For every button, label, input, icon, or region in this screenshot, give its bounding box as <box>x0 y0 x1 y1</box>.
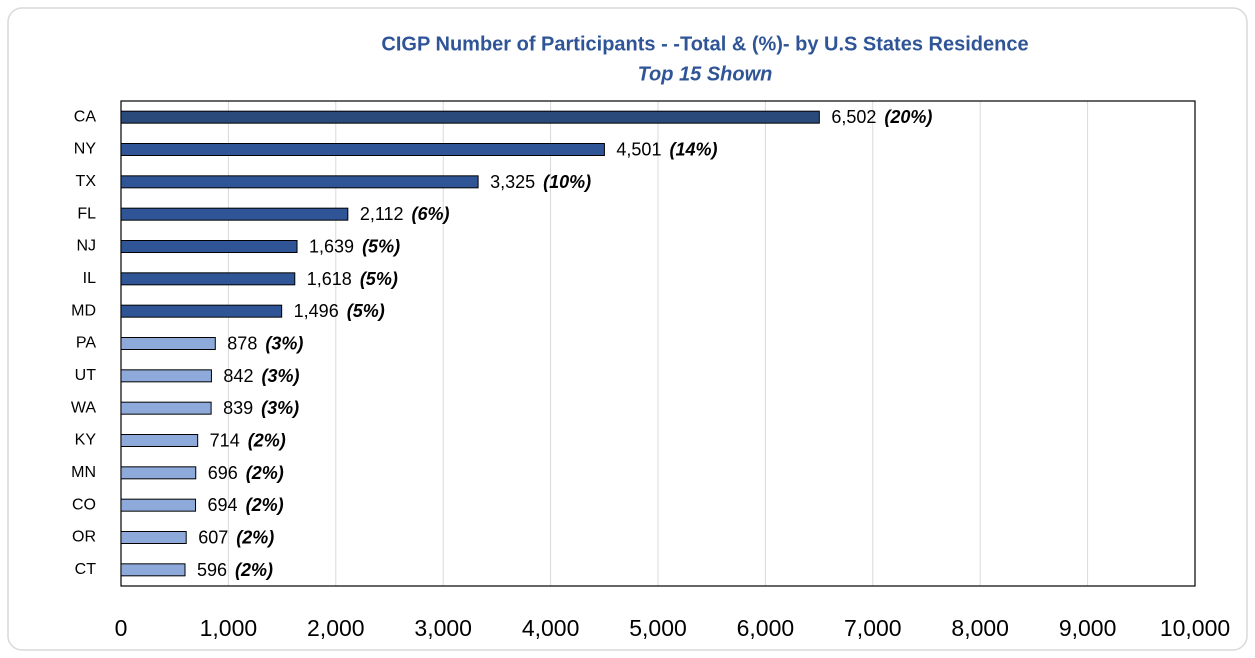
value-label: 839 <box>223 398 253 418</box>
x-tick-label: 8,000 <box>951 615 1009 641</box>
percent-label: (20%) <box>884 107 932 127</box>
x-tick-label: 6,000 <box>737 615 795 641</box>
bar <box>120 498 197 512</box>
bar <box>120 110 820 124</box>
percent-label: (5%) <box>362 236 400 256</box>
percent-label: (2%) <box>246 463 284 483</box>
bar <box>120 434 199 447</box>
value-label: 694 <box>208 495 238 515</box>
data-label: 696 (2%) <box>208 463 284 483</box>
y-tick-label: MD <box>71 302 96 319</box>
value-label: 696 <box>208 463 238 483</box>
value-label: 878 <box>227 333 257 353</box>
percent-label: (2%) <box>235 560 273 580</box>
y-tick-label: MN <box>71 464 96 481</box>
bar <box>120 304 283 318</box>
data-label: 714 (2%) <box>210 430 286 450</box>
value-label: 4,501 <box>616 139 661 159</box>
y-tick-label: TX <box>76 173 97 190</box>
percent-label: (2%) <box>248 430 286 450</box>
bar <box>120 175 479 189</box>
data-label: 6,502 (20%) <box>831 107 932 127</box>
bar <box>120 401 212 415</box>
data-label: 1,618 (5%) <box>307 269 398 289</box>
x-tick-label: 9,000 <box>1059 615 1117 641</box>
x-tick-label: 10,000 <box>1160 615 1230 641</box>
data-label: 3,325 (10%) <box>490 172 591 192</box>
value-label: 6,502 <box>831 107 876 127</box>
percent-label: (5%) <box>347 301 385 321</box>
data-label: 694 (2%) <box>208 495 284 515</box>
value-label: 2,112 <box>360 204 404 224</box>
percent-label: (2%) <box>246 495 284 515</box>
value-label: 1,618 <box>307 269 352 289</box>
y-tick-label: NY <box>74 141 97 158</box>
data-label: 878 (3%) <box>227 333 303 353</box>
y-tick-label: KY <box>75 432 97 449</box>
bar <box>120 466 197 480</box>
percent-label: (3%) <box>261 366 299 386</box>
y-tick-label: CA <box>74 108 97 125</box>
chart-title: CIGP Number of Participants - -Total & (… <box>381 33 1028 55</box>
value-label: 1,496 <box>294 301 339 321</box>
y-tick-label: CO <box>72 496 96 513</box>
data-label: 842 (3%) <box>223 366 299 386</box>
value-label: 842 <box>223 366 253 386</box>
x-tick-label: 3,000 <box>414 615 472 641</box>
percent-label: (2%) <box>236 527 274 547</box>
percent-label: (3%) <box>261 398 299 418</box>
x-tick-label: 2,000 <box>307 615 365 641</box>
bar <box>120 207 349 221</box>
data-label: 596 (2%) <box>197 560 273 580</box>
value-label: 714 <box>210 430 240 450</box>
x-tick-label: 1,000 <box>200 615 258 641</box>
y-tick-label: PA <box>76 335 96 352</box>
card <box>7 7 1248 651</box>
data-label: 839 (3%) <box>223 398 299 418</box>
x-tick-label: 5,000 <box>629 615 687 641</box>
data-label: 2,112 (6%) <box>360 204 450 224</box>
value-label: 596 <box>197 560 227 580</box>
y-tick-label: WA <box>71 399 97 416</box>
percent-label: (6%) <box>412 204 450 224</box>
y-tick-label: UT <box>75 367 97 384</box>
percent-label: (14%) <box>669 139 717 159</box>
y-tick-label: OR <box>72 529 96 546</box>
x-tick-label: 4,000 <box>522 615 580 641</box>
value-label: 3,325 <box>490 172 535 192</box>
value-label: 1,639 <box>309 236 354 256</box>
percent-label: (5%) <box>360 269 398 289</box>
bar <box>120 563 186 577</box>
bar <box>120 337 216 350</box>
x-tick-label: 7,000 <box>844 615 902 641</box>
y-tick-label: IL <box>83 270 96 287</box>
chart-subtitle: Top 15 Shown <box>638 63 773 85</box>
percent-label: (10%) <box>543 172 591 192</box>
bar <box>120 369 212 383</box>
value-label: 607 <box>198 527 228 547</box>
bar <box>120 143 605 156</box>
y-tick-label: FL <box>77 205 96 222</box>
data-label: 1,496 (5%) <box>294 301 385 321</box>
data-label: 607 (2%) <box>198 527 274 547</box>
bar <box>120 240 298 253</box>
data-label: 1,639 (5%) <box>309 236 400 256</box>
bar <box>120 272 296 286</box>
percent-label: (3%) <box>265 333 303 353</box>
y-tick-label: NJ <box>76 238 96 255</box>
bar <box>120 531 187 544</box>
y-tick-label: CT <box>75 561 97 578</box>
x-tick-label: 0 <box>115 615 128 641</box>
data-label: 4,501 (14%) <box>616 139 717 159</box>
